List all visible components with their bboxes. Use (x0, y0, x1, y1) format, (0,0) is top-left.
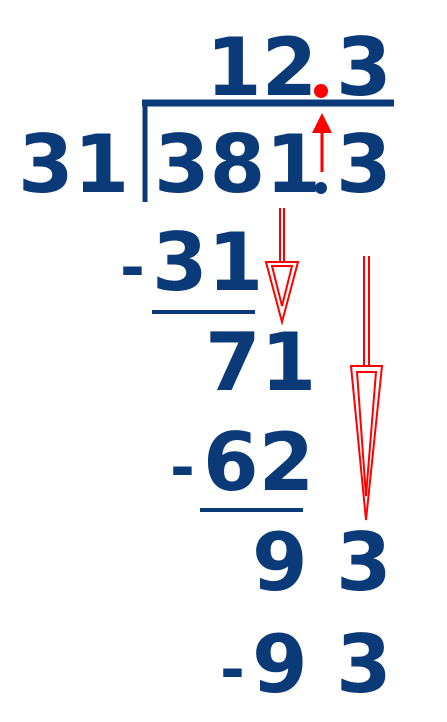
dividend-decimal-point (315, 182, 327, 194)
quotient-fraction: 3 (336, 21, 392, 114)
dividend-fraction: 3 (336, 118, 392, 211)
step-4-brought-down-digit: 3 (336, 516, 392, 609)
quotient-integer: 12 (206, 21, 317, 114)
quotient-decimal-point (314, 84, 328, 98)
step-5-subtrahend-digit: 3 (336, 618, 392, 711)
decimal-up-arrow (312, 113, 332, 172)
step-5-minus: - (220, 635, 245, 705)
bring-down-arrow-1 (264, 208, 300, 326)
step-2-remainder: 71 (205, 316, 316, 409)
bring-down-arrow-2 (349, 256, 384, 521)
step-5-subtrahend: 9 (252, 618, 308, 711)
step-4-remainder: 9 (252, 516, 308, 609)
step-3-subtrahend: 62 (203, 416, 314, 509)
divisor: 31 (18, 118, 129, 211)
step-1-subtrahend: 31 (152, 216, 263, 309)
step-3-minus: - (170, 433, 195, 503)
dividend-integer: 381 (154, 118, 321, 211)
step-1-minus: - (120, 233, 145, 303)
